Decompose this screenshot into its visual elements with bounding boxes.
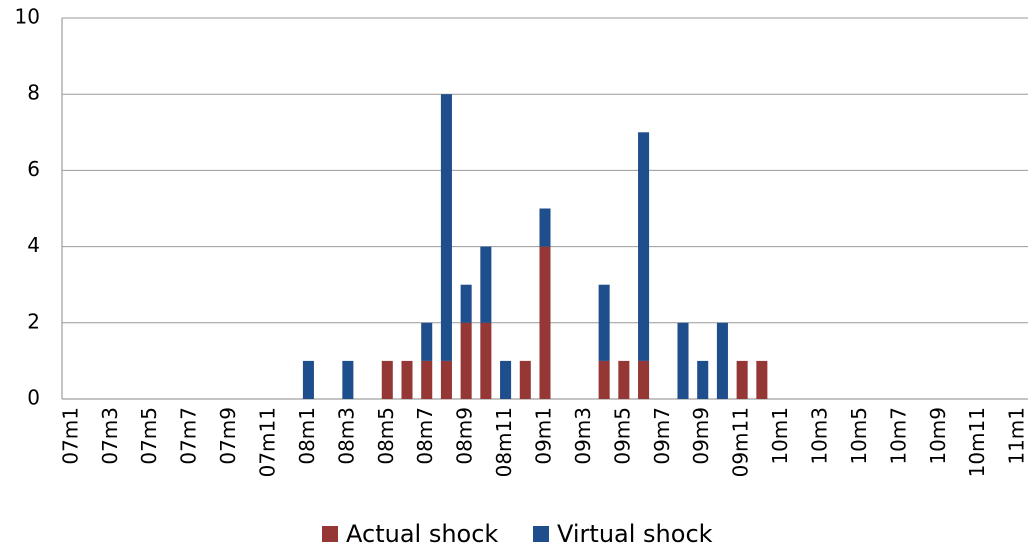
bar-segment bbox=[342, 360, 354, 399]
x-tick-label: 10m3 bbox=[808, 407, 832, 465]
x-tick-label: 09m11 bbox=[729, 407, 753, 477]
x-tick-label: 09m1 bbox=[532, 407, 556, 465]
x-tick-label: 09m3 bbox=[571, 407, 595, 465]
bar-segment bbox=[440, 360, 452, 399]
x-tick-label: 11m1 bbox=[1005, 407, 1029, 465]
bar-segment bbox=[440, 94, 452, 361]
bar-segment bbox=[421, 322, 433, 361]
y-tick-label: 2 bbox=[27, 309, 40, 333]
x-tick-label: 07m1 bbox=[58, 407, 82, 465]
bar-segment bbox=[539, 208, 551, 247]
x-tick-label: 08m1 bbox=[295, 407, 319, 465]
bar-segment bbox=[697, 360, 709, 399]
bar-segment bbox=[480, 322, 492, 399]
bar-segment bbox=[756, 360, 768, 399]
bar-segment bbox=[716, 322, 728, 399]
bar-segment bbox=[539, 246, 551, 399]
x-tick-label: 10m11 bbox=[965, 407, 989, 477]
x-tick-label: 10m1 bbox=[768, 407, 792, 465]
y-tick-label: 6 bbox=[27, 157, 40, 181]
bar-segment bbox=[598, 284, 610, 361]
x-tick-label: 10m9 bbox=[926, 407, 950, 465]
legend-swatch bbox=[533, 526, 549, 542]
bar-segment bbox=[480, 246, 492, 323]
bar-segment bbox=[421, 360, 433, 399]
x-tick-label: 08m11 bbox=[492, 407, 516, 477]
bar-segment bbox=[618, 360, 630, 399]
x-tick-label: 07m9 bbox=[216, 407, 240, 465]
bar-segment bbox=[460, 284, 472, 323]
bar-segment bbox=[736, 360, 748, 399]
x-tick-label: 08m5 bbox=[374, 407, 398, 465]
x-tick-label: 09m7 bbox=[650, 407, 674, 465]
bar-segment bbox=[460, 322, 472, 399]
y-tick-label: 0 bbox=[27, 386, 40, 410]
y-tick-label: 4 bbox=[27, 233, 40, 257]
bar-segment bbox=[598, 360, 610, 399]
bar-segment bbox=[401, 360, 413, 399]
x-tick-label: 08m9 bbox=[453, 407, 477, 465]
x-tick-label: 08m3 bbox=[334, 407, 358, 465]
bar-segment bbox=[519, 360, 531, 399]
bar-segment bbox=[677, 322, 689, 399]
bar-segment bbox=[500, 360, 512, 399]
bar-segment bbox=[638, 360, 650, 399]
legend-label: Virtual shock bbox=[557, 520, 713, 548]
x-tick-label: 09m9 bbox=[689, 407, 713, 465]
bar-segment bbox=[381, 360, 393, 399]
bar-segment bbox=[302, 360, 314, 399]
x-tick-label: 09m5 bbox=[610, 407, 634, 465]
legend-swatch bbox=[322, 526, 338, 542]
y-tick-label: 8 bbox=[27, 81, 40, 105]
bar-segment bbox=[638, 132, 650, 361]
legend-label: Actual shock bbox=[346, 520, 498, 548]
x-tick-label: 07m7 bbox=[177, 407, 201, 465]
x-tick-label: 07m3 bbox=[98, 407, 122, 465]
x-tick-label: 10m7 bbox=[886, 407, 910, 465]
y-tick-label: 10 bbox=[15, 5, 40, 29]
x-tick-label: 08m7 bbox=[413, 407, 437, 465]
x-tick-label: 10m5 bbox=[847, 407, 871, 465]
x-tick-label: 07m11 bbox=[256, 407, 280, 477]
x-tick-label: 07m5 bbox=[137, 407, 161, 465]
